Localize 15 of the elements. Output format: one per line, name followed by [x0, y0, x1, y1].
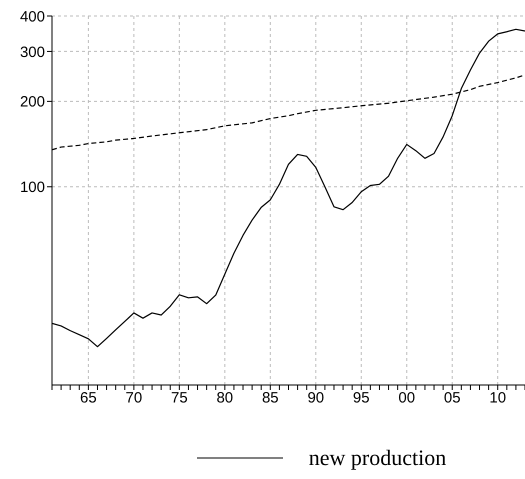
y-tick-label: 200: [20, 94, 45, 111]
legend-label: new production: [308, 445, 446, 471]
x-tick-label: 75: [171, 390, 188, 407]
y-tick-label: 300: [20, 44, 45, 61]
x-tick-label: 10: [489, 390, 506, 407]
x-tick-label: 70: [126, 390, 142, 407]
x-tick-label: 80: [216, 390, 234, 407]
x-tick-label: 90: [307, 390, 324, 407]
x-tick-label: 65: [80, 390, 97, 407]
x-tick-label: 00: [398, 390, 416, 407]
x-tick-label: 05: [444, 390, 461, 407]
x-tick-label: 95: [352, 390, 370, 407]
y-tick-label: 400: [20, 8, 45, 26]
y-tick-label: 100: [20, 179, 45, 196]
x-tick-label: 85: [262, 390, 279, 407]
